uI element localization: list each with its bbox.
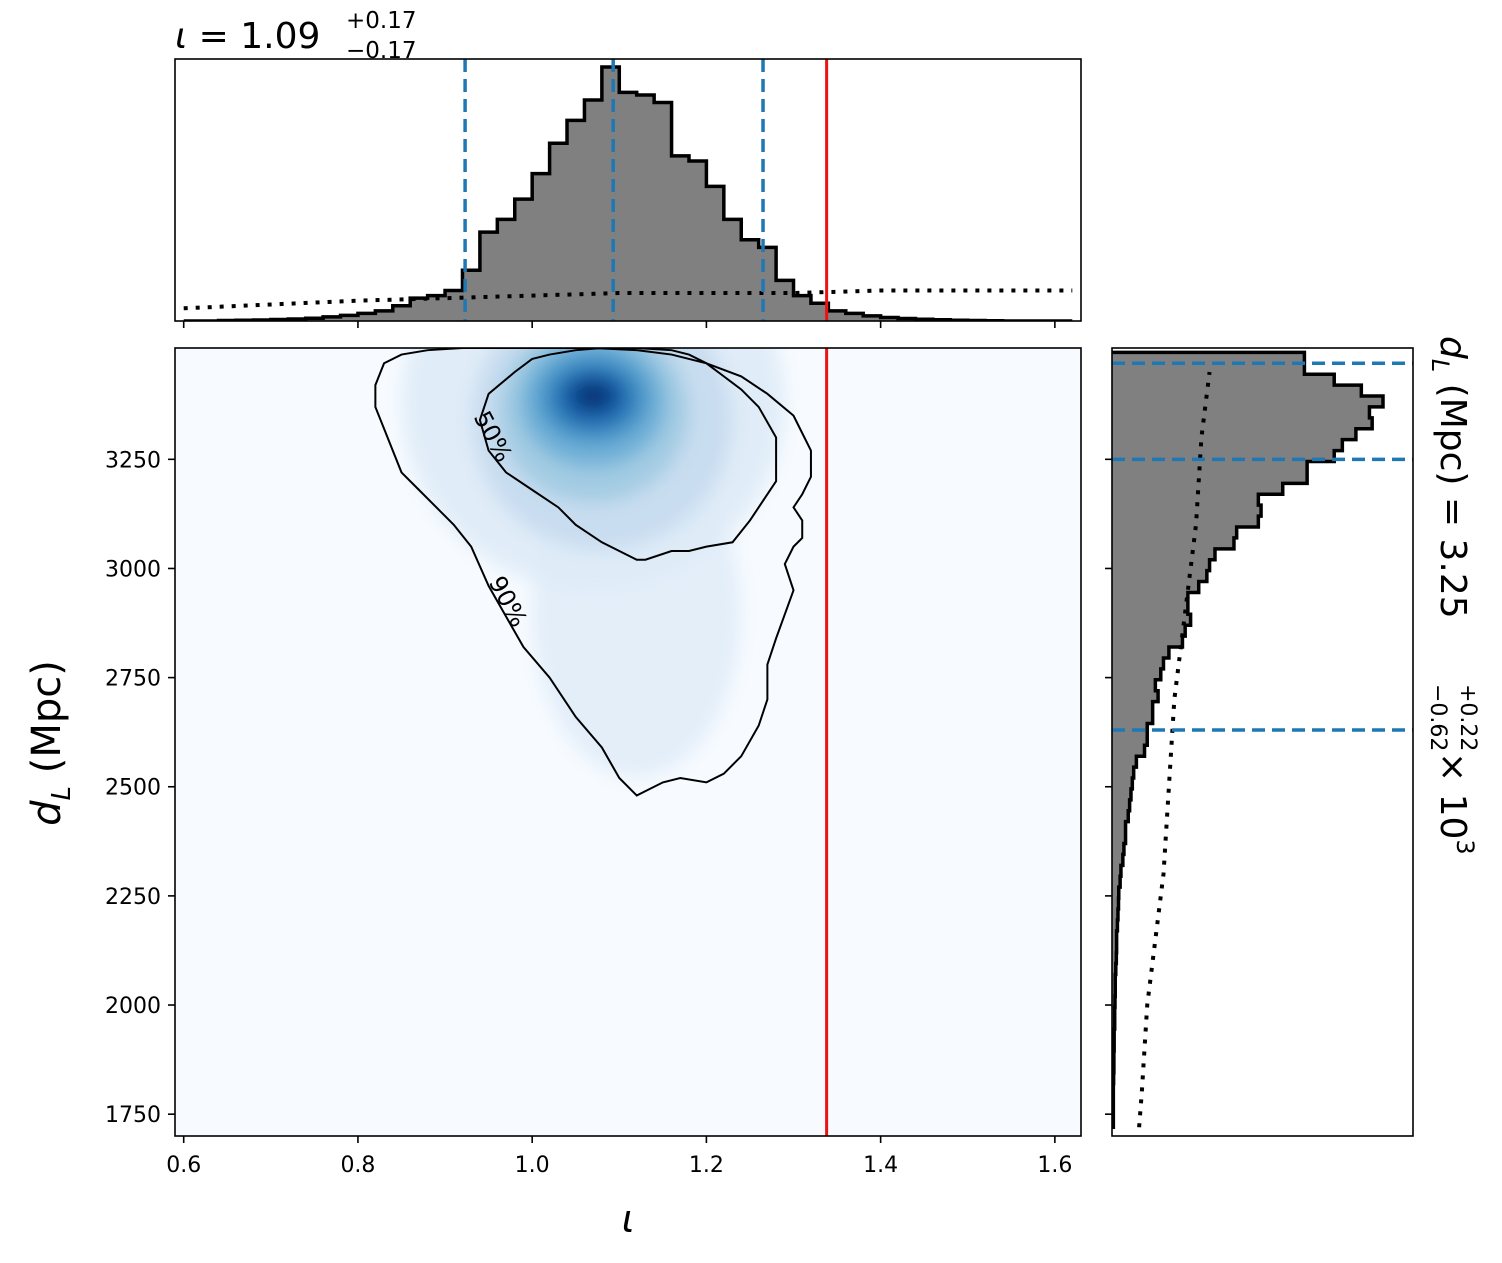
top-histogram-step xyxy=(183,65,1073,321)
ytick-label-1: 2000 xyxy=(105,994,161,1019)
y-axis-label: dL (Mpc) xyxy=(24,660,77,826)
top-title-lower-error: −0.17 xyxy=(346,38,416,64)
right-histogram-step xyxy=(1112,350,1385,1130)
xtick-label-2: 1.0 xyxy=(515,1153,550,1178)
top-panel-title: ι = 1.09 xyxy=(175,16,320,57)
posterior-density-heatmap xyxy=(401,348,785,779)
top-title-upper-error: +0.17 xyxy=(346,8,416,34)
right-ytick-marks xyxy=(1105,458,1112,1115)
right-title-lower-error: −0.62 xyxy=(1425,684,1450,751)
density-level-8 xyxy=(575,383,611,409)
ytick-label-3: 2500 xyxy=(105,776,161,801)
right-prior-line xyxy=(1137,371,1212,1128)
ytick-label-0: 1750 xyxy=(105,1103,161,1128)
top-prior-line xyxy=(183,288,1073,311)
xtick-label-3: 1.2 xyxy=(689,1153,724,1178)
xtick-label-0: 0.6 xyxy=(166,1153,201,1178)
ytick-label-5: 3000 xyxy=(105,557,161,582)
right-panel-frame xyxy=(1111,347,1414,1137)
contour-90-line xyxy=(374,348,812,797)
contour-50-line xyxy=(478,348,778,561)
right-histogram-fill xyxy=(1112,352,1383,1128)
right-marginal-panel: dL (Mpc) = 3.25 +0.22 −0.62 × 103 xyxy=(1105,336,1480,1137)
top-histogram-fill xyxy=(183,67,1073,321)
right-panel-title: dL (Mpc) = 3.25 xyxy=(1426,336,1473,619)
right-title-upper-error: +0.22 xyxy=(1455,684,1480,751)
top-quantile-lines xyxy=(463,59,765,321)
joint-panel: 50% 90% 0.6 0.8 1.0 1.2 1.4 1.6 1750200022502… xyxy=(24,347,1082,1241)
x-axis-label: ι xyxy=(622,1197,635,1241)
top-panel-frame xyxy=(174,58,1082,322)
ytick-label-6: 3250 xyxy=(105,448,161,473)
ytick-label-4: 2750 xyxy=(105,667,161,692)
xtick-label-4: 1.4 xyxy=(863,1153,898,1178)
top-xtick-marks xyxy=(182,321,1056,328)
right-quantile-lines xyxy=(1112,361,1413,732)
credible-contours xyxy=(374,348,812,797)
joint-panel-frame xyxy=(174,347,1082,1137)
joint-xticks: 0.6 0.8 1.0 1.2 1.4 1.6 xyxy=(166,1136,1072,1178)
ytick-label-2: 2250 xyxy=(105,885,161,910)
joint-yticks: 1750 2000 2250 2500 2750 3000 3250 xyxy=(105,448,175,1128)
right-title-multiplier: × 103 xyxy=(1432,752,1479,855)
xtick-label-1: 0.8 xyxy=(340,1153,375,1178)
xtick-label-5: 1.6 xyxy=(1037,1153,1072,1178)
top-marginal-panel: ι = 1.09 +0.17 −0.17 xyxy=(174,8,1082,328)
